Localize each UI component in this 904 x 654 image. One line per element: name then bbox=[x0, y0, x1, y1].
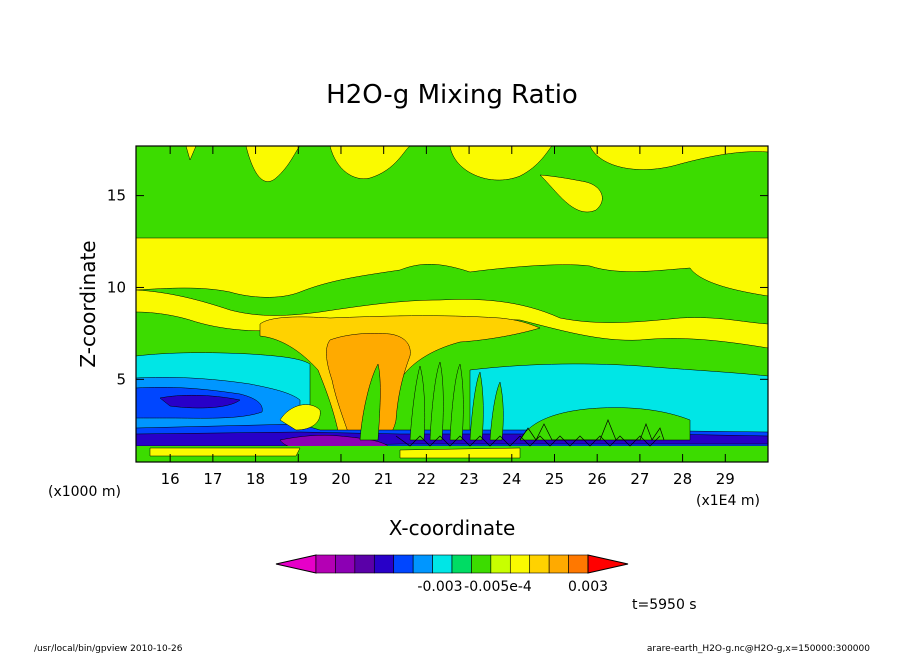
colorbar-segment bbox=[354, 554, 375, 574]
time-label: t=5950 s bbox=[632, 597, 697, 613]
plot-frame bbox=[135, 145, 769, 463]
y-tick-label: 10 bbox=[107, 278, 126, 296]
colorbar-high-arrow bbox=[587, 554, 629, 574]
footer-right: arare-earth_H2O-g.nc@H2O-g,x=150000:3000… bbox=[647, 644, 870, 654]
x-tick-label: 20 bbox=[331, 470, 350, 488]
colorbar-label-low: -0.003 bbox=[417, 579, 462, 595]
x-unit-label: (x1E4 m) bbox=[696, 493, 760, 509]
convection-streaks bbox=[359, 361, 691, 441]
colorbar-segment bbox=[529, 554, 550, 574]
colorbar-low-arrow bbox=[275, 554, 317, 574]
x-tick-label: 18 bbox=[246, 470, 265, 488]
x-tick-label: 19 bbox=[289, 470, 308, 488]
yellow-band-region bbox=[136, 237, 768, 298]
colorbar bbox=[275, 554, 629, 574]
surface-dark-streaks bbox=[395, 419, 665, 447]
x-tick-label: 21 bbox=[374, 470, 393, 488]
x-tick-label: 24 bbox=[502, 470, 521, 488]
x-tick-label: 23 bbox=[460, 470, 479, 488]
y-axis-label: Z-coordinate bbox=[76, 240, 100, 367]
colorbar-segment bbox=[548, 554, 569, 574]
y-tick-label: 5 bbox=[116, 370, 126, 388]
y-axis-ticks: 5 10 15 bbox=[107, 187, 768, 388]
colorbar-segment bbox=[471, 554, 492, 574]
colorbar-segment bbox=[393, 554, 414, 574]
footer-left: /usr/local/bin/gpview 2010-10-26 bbox=[34, 644, 183, 654]
colorbar-segment bbox=[315, 554, 336, 574]
colorbar-label-mid: -0.005e-4 bbox=[464, 579, 532, 595]
colorbar-segment bbox=[373, 554, 395, 574]
x-tick-label: 22 bbox=[417, 470, 436, 488]
colorbar-segment bbox=[568, 554, 589, 574]
colorbar-segment bbox=[335, 554, 356, 574]
colorbar-segment bbox=[451, 554, 472, 574]
y-tick-label: 15 bbox=[107, 187, 126, 205]
x-axis-label: X-coordinate bbox=[389, 516, 516, 540]
x-tick-label: 27 bbox=[630, 470, 649, 488]
chart-title: H2O-g Mixing Ratio bbox=[326, 80, 578, 110]
colorbar-label-high: 0.003 bbox=[568, 579, 608, 595]
orange-core-region bbox=[326, 333, 411, 439]
lowleft-yellow-region bbox=[279, 404, 321, 431]
x-tick-label: 28 bbox=[673, 470, 692, 488]
x-tick-label: 26 bbox=[588, 470, 607, 488]
colorbar-segment bbox=[412, 554, 433, 574]
upper-yellow-region bbox=[185, 146, 768, 213]
x-tick-label: 29 bbox=[716, 470, 735, 488]
y-unit-label: (x1000 m) bbox=[48, 484, 121, 500]
colorbar-segment bbox=[432, 554, 453, 574]
colorbar-segment bbox=[509, 554, 531, 574]
plot-area bbox=[136, 146, 768, 462]
x-tick-label: 17 bbox=[203, 470, 222, 488]
x-tick-label: 25 bbox=[545, 470, 564, 488]
x-axis-ticks: 16 17 18 19 20 21 22 23 24 25 26 27 28 29 bbox=[161, 146, 735, 488]
colorbar-segment bbox=[490, 554, 511, 574]
surface-yellow-region bbox=[149, 447, 521, 459]
x-tick-label: 16 bbox=[161, 470, 180, 488]
